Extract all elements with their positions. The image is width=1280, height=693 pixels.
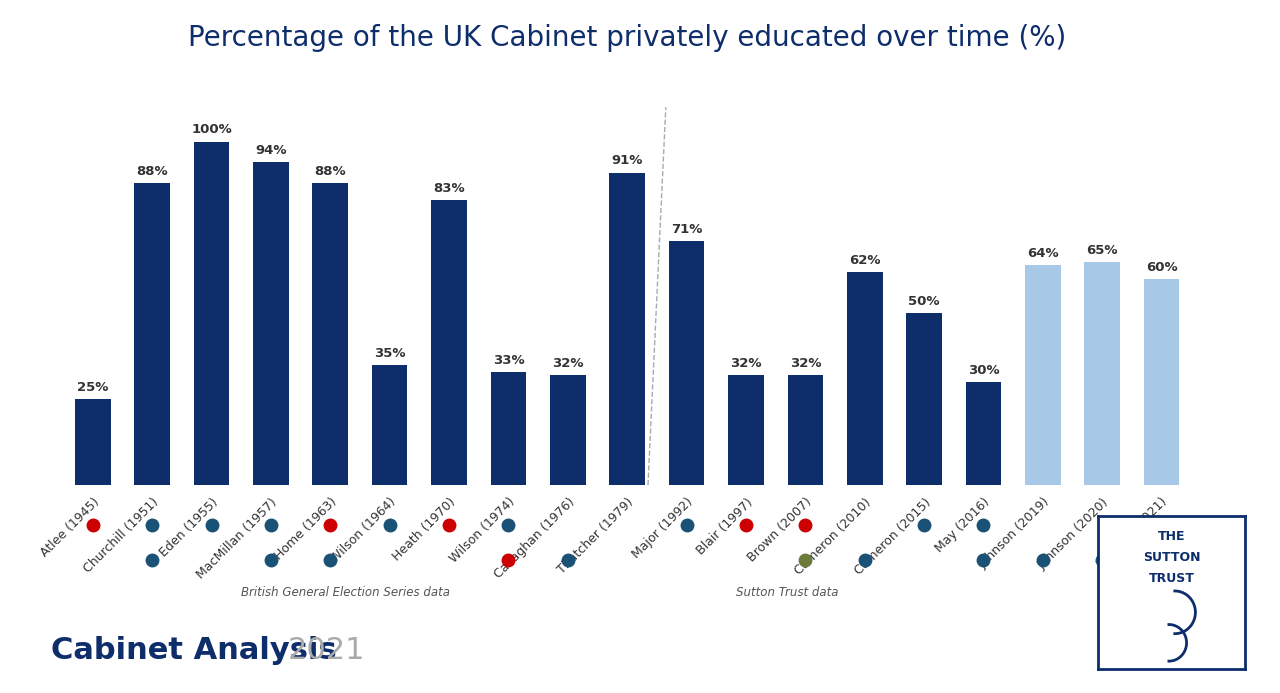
- Text: 65%: 65%: [1087, 244, 1117, 256]
- Text: Sutton Trust data: Sutton Trust data: [736, 586, 838, 599]
- Bar: [490, 371, 526, 485]
- Text: 2021: 2021: [288, 636, 366, 665]
- Bar: [906, 313, 942, 485]
- Text: 32%: 32%: [730, 357, 762, 370]
- Text: 94%: 94%: [255, 144, 287, 157]
- Text: 32%: 32%: [552, 357, 584, 370]
- Text: TRUST: TRUST: [1149, 572, 1194, 586]
- Text: 33%: 33%: [493, 353, 525, 367]
- Text: Cabinet Analysis: Cabinet Analysis: [51, 636, 348, 665]
- Bar: [550, 375, 586, 485]
- Text: THE: THE: [1158, 529, 1185, 543]
- Bar: [431, 200, 467, 485]
- Bar: [728, 375, 764, 485]
- Text: British General Election Series data: British General Election Series data: [241, 586, 451, 599]
- Bar: [312, 183, 348, 485]
- Bar: [253, 162, 289, 485]
- Bar: [787, 375, 823, 485]
- Bar: [193, 141, 229, 485]
- Text: 35%: 35%: [374, 346, 406, 360]
- Text: 83%: 83%: [433, 182, 465, 195]
- Text: 100%: 100%: [191, 123, 232, 137]
- Text: 88%: 88%: [315, 165, 346, 177]
- Bar: [134, 183, 170, 485]
- Text: 64%: 64%: [1027, 247, 1059, 260]
- Text: 88%: 88%: [137, 165, 168, 177]
- Bar: [965, 382, 1001, 485]
- Text: 71%: 71%: [671, 223, 703, 236]
- Bar: [668, 241, 704, 485]
- Text: 60%: 60%: [1146, 261, 1178, 274]
- Bar: [1084, 262, 1120, 485]
- Bar: [1144, 279, 1179, 485]
- Text: 50%: 50%: [909, 295, 940, 308]
- Text: 25%: 25%: [77, 381, 109, 394]
- Text: 30%: 30%: [968, 364, 1000, 377]
- Text: SUTTON: SUTTON: [1143, 551, 1201, 564]
- Text: Percentage of the UK Cabinet privately educated over time (%): Percentage of the UK Cabinet privately e…: [188, 24, 1066, 52]
- Text: 91%: 91%: [612, 155, 643, 168]
- Bar: [847, 272, 882, 485]
- Bar: [609, 173, 645, 485]
- Text: 32%: 32%: [790, 357, 820, 370]
- Bar: [372, 365, 407, 485]
- Bar: [76, 399, 110, 485]
- Bar: [1025, 265, 1061, 485]
- Text: 62%: 62%: [849, 254, 881, 267]
